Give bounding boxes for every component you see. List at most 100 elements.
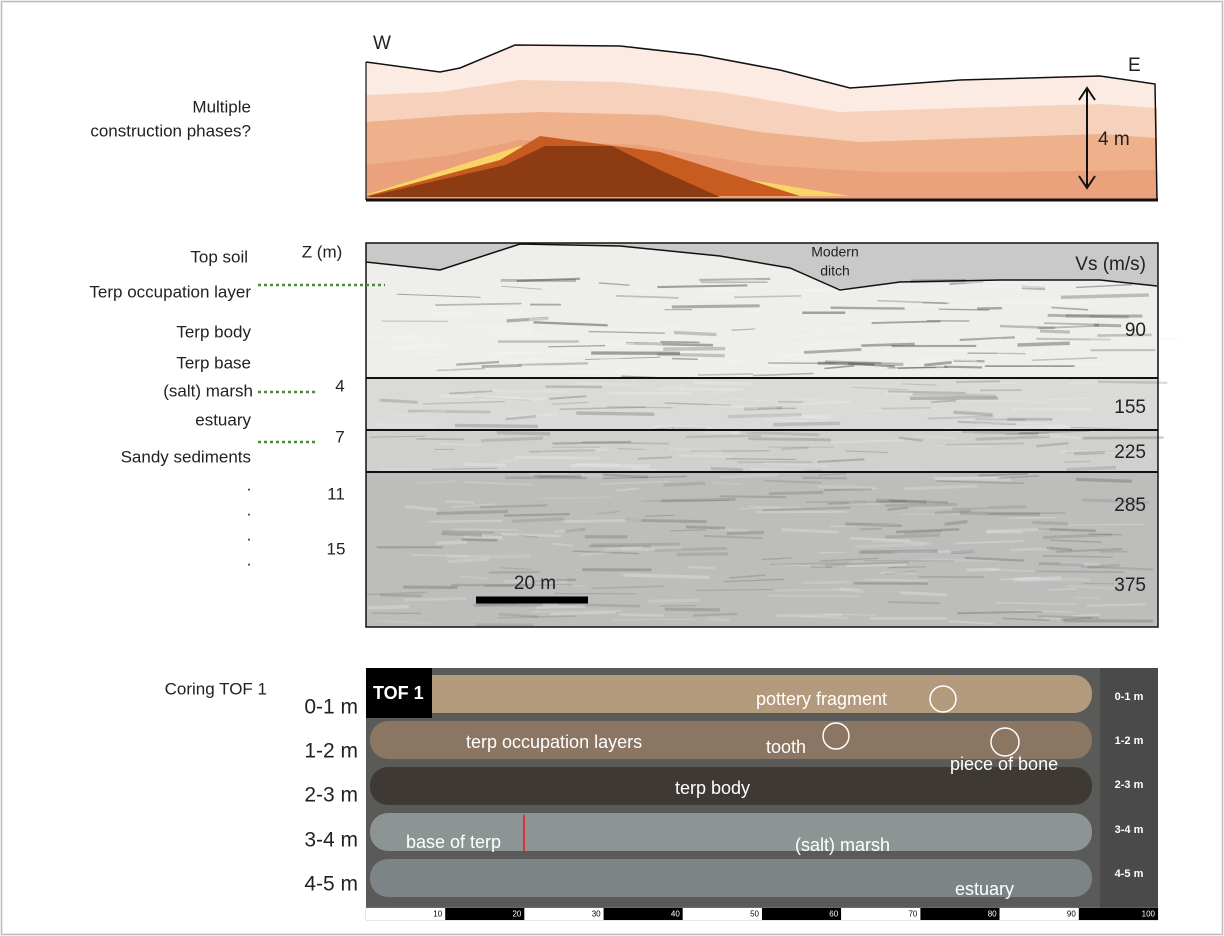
texture — [888, 601, 940, 605]
texture — [988, 511, 1066, 515]
texture — [480, 504, 548, 509]
texture — [885, 533, 941, 539]
texture — [563, 518, 642, 523]
interval-tag: 2-3 m — [1115, 779, 1144, 791]
texture — [1075, 283, 1133, 289]
ruler-segment — [920, 908, 1000, 920]
depth-label: 7 — [335, 427, 344, 446]
texture — [1042, 555, 1113, 558]
texture — [565, 527, 586, 533]
texture — [877, 299, 947, 305]
texture — [487, 332, 551, 339]
texture — [489, 308, 524, 313]
texture — [464, 462, 506, 467]
texture — [534, 474, 582, 479]
texture — [1037, 324, 1100, 330]
texture — [827, 500, 907, 505]
texture — [637, 456, 673, 460]
texture — [722, 359, 744, 364]
texture — [912, 434, 957, 440]
texture — [497, 615, 577, 619]
texture — [787, 414, 831, 420]
texture — [770, 357, 814, 362]
texture — [1068, 523, 1146, 526]
texture — [851, 386, 908, 391]
texture — [764, 418, 810, 422]
texture — [696, 589, 773, 591]
texture — [402, 597, 467, 602]
layer-label: estuary — [195, 410, 251, 429]
texture — [532, 609, 622, 613]
texture — [1093, 323, 1122, 328]
texture — [483, 389, 569, 393]
texture — [669, 446, 723, 453]
texture — [1038, 562, 1084, 567]
interval-label: 4-5 m — [304, 873, 358, 896]
texture — [423, 400, 505, 405]
texture — [872, 539, 931, 545]
texture — [633, 325, 683, 331]
texture — [446, 554, 531, 559]
texture — [978, 472, 1028, 477]
texture — [572, 550, 640, 555]
texture — [458, 357, 543, 362]
texture — [501, 285, 542, 290]
texture — [1097, 380, 1168, 384]
texture — [700, 287, 741, 293]
core-photo — [366, 668, 1158, 908]
texture — [394, 284, 475, 289]
texture — [498, 612, 539, 619]
texture — [552, 440, 632, 445]
texture — [726, 398, 765, 402]
texture — [551, 342, 635, 347]
texture — [1074, 451, 1105, 456]
texture — [449, 390, 493, 395]
texture — [776, 613, 843, 618]
texture — [714, 387, 745, 394]
texture — [955, 380, 1000, 383]
texture — [522, 585, 567, 588]
texture — [436, 280, 502, 286]
texture — [501, 311, 533, 316]
texture — [945, 442, 1025, 446]
texture — [505, 414, 537, 421]
texture — [480, 436, 543, 443]
texture — [748, 505, 782, 508]
annotation: tooth — [766, 737, 806, 757]
texture — [1067, 584, 1115, 590]
texture — [414, 342, 479, 346]
texture — [729, 574, 766, 579]
texture — [944, 519, 968, 526]
texture — [897, 550, 932, 555]
texture — [951, 549, 975, 555]
texture — [416, 351, 442, 357]
texture — [1090, 337, 1179, 342]
texture — [504, 512, 570, 517]
texture — [1017, 341, 1070, 347]
texture — [1032, 521, 1068, 526]
interval-tag: 1-2 m — [1115, 735, 1144, 747]
texture — [952, 380, 1017, 385]
texture — [884, 392, 944, 396]
texture — [895, 339, 917, 342]
texture — [519, 364, 562, 368]
texture — [436, 509, 508, 515]
texture — [374, 422, 436, 428]
ruler-label: 80 — [988, 910, 997, 919]
texture — [800, 615, 849, 620]
texture — [818, 484, 875, 490]
texture — [917, 505, 990, 510]
texture — [935, 445, 994, 448]
texture — [558, 603, 641, 608]
ruler-segment — [366, 908, 446, 920]
texture — [854, 487, 883, 490]
texture — [710, 466, 744, 472]
texture — [1070, 613, 1100, 618]
texture — [533, 358, 584, 363]
texture — [578, 342, 662, 347]
texture — [693, 380, 751, 386]
texture — [592, 585, 665, 590]
texture — [752, 372, 814, 377]
texture — [393, 333, 420, 340]
texture — [1036, 337, 1111, 341]
